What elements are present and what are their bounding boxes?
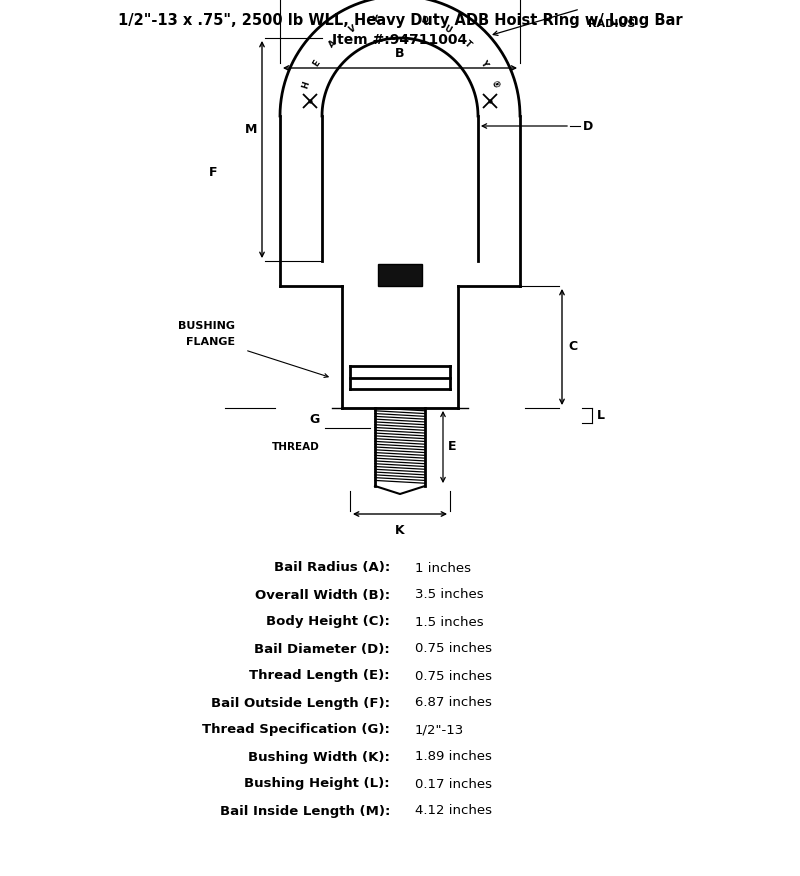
Text: T: T <box>462 39 473 49</box>
Text: Y: Y <box>478 58 489 68</box>
Text: K: K <box>395 524 405 537</box>
Text: F: F <box>209 166 217 179</box>
Text: Bushing Height (L):: Bushing Height (L): <box>244 778 390 790</box>
Text: A: A <box>326 39 338 49</box>
Text: 0.17 inches: 0.17 inches <box>415 778 492 790</box>
Text: 3.5 inches: 3.5 inches <box>415 589 484 602</box>
Bar <box>378 264 422 286</box>
Text: 1 inches: 1 inches <box>415 562 471 575</box>
Text: FLANGE: FLANGE <box>186 337 235 347</box>
Text: 1/2"-13 x .75", 2500 lb WLL, Heavy Duty ADB Hoist Ring w/ Long Bar: 1/2"-13 x .75", 2500 lb WLL, Heavy Duty … <box>118 12 682 27</box>
Text: G: G <box>310 413 320 426</box>
Text: THREAD: THREAD <box>272 442 320 452</box>
Text: 1/2"-13: 1/2"-13 <box>415 724 464 737</box>
Text: Item #:94711004: Item #:94711004 <box>332 33 468 47</box>
Text: Bail Radius (A):: Bail Radius (A): <box>274 562 390 575</box>
Text: A: A <box>588 0 598 1</box>
Text: E: E <box>311 58 322 67</box>
Text: Bail Diameter (D):: Bail Diameter (D): <box>254 642 390 655</box>
Text: Thread Length (E):: Thread Length (E): <box>250 669 390 682</box>
Text: Bail Inside Length (M):: Bail Inside Length (M): <box>220 804 390 817</box>
Text: 6.87 inches: 6.87 inches <box>415 696 492 710</box>
Text: D: D <box>420 15 429 25</box>
Text: C: C <box>568 341 577 354</box>
Text: 0.75 inches: 0.75 inches <box>415 642 492 655</box>
Text: E: E <box>448 441 457 454</box>
Text: M: M <box>245 123 257 136</box>
Text: Bail Outside Length (F):: Bail Outside Length (F): <box>211 696 390 710</box>
Text: L: L <box>597 409 605 422</box>
Text: RADIUS: RADIUS <box>588 19 635 29</box>
Text: ®: ® <box>489 80 500 91</box>
Text: 4.12 inches: 4.12 inches <box>415 804 492 817</box>
Text: 0.75 inches: 0.75 inches <box>415 669 492 682</box>
Text: D: D <box>583 119 594 132</box>
Text: Y: Y <box>371 15 379 25</box>
Text: Body Height (C):: Body Height (C): <box>266 616 390 628</box>
Text: 1.5 inches: 1.5 inches <box>415 616 484 628</box>
Text: B: B <box>395 47 405 60</box>
Text: Bushing Width (K):: Bushing Width (K): <box>248 751 390 764</box>
Text: Overall Width (B):: Overall Width (B): <box>255 589 390 602</box>
Text: U: U <box>442 24 453 35</box>
Text: BUSHING: BUSHING <box>178 321 235 331</box>
Text: Thread Specification (G):: Thread Specification (G): <box>202 724 390 737</box>
Text: H: H <box>301 81 311 90</box>
Text: 1.89 inches: 1.89 inches <box>415 751 492 764</box>
Text: V: V <box>347 24 358 35</box>
